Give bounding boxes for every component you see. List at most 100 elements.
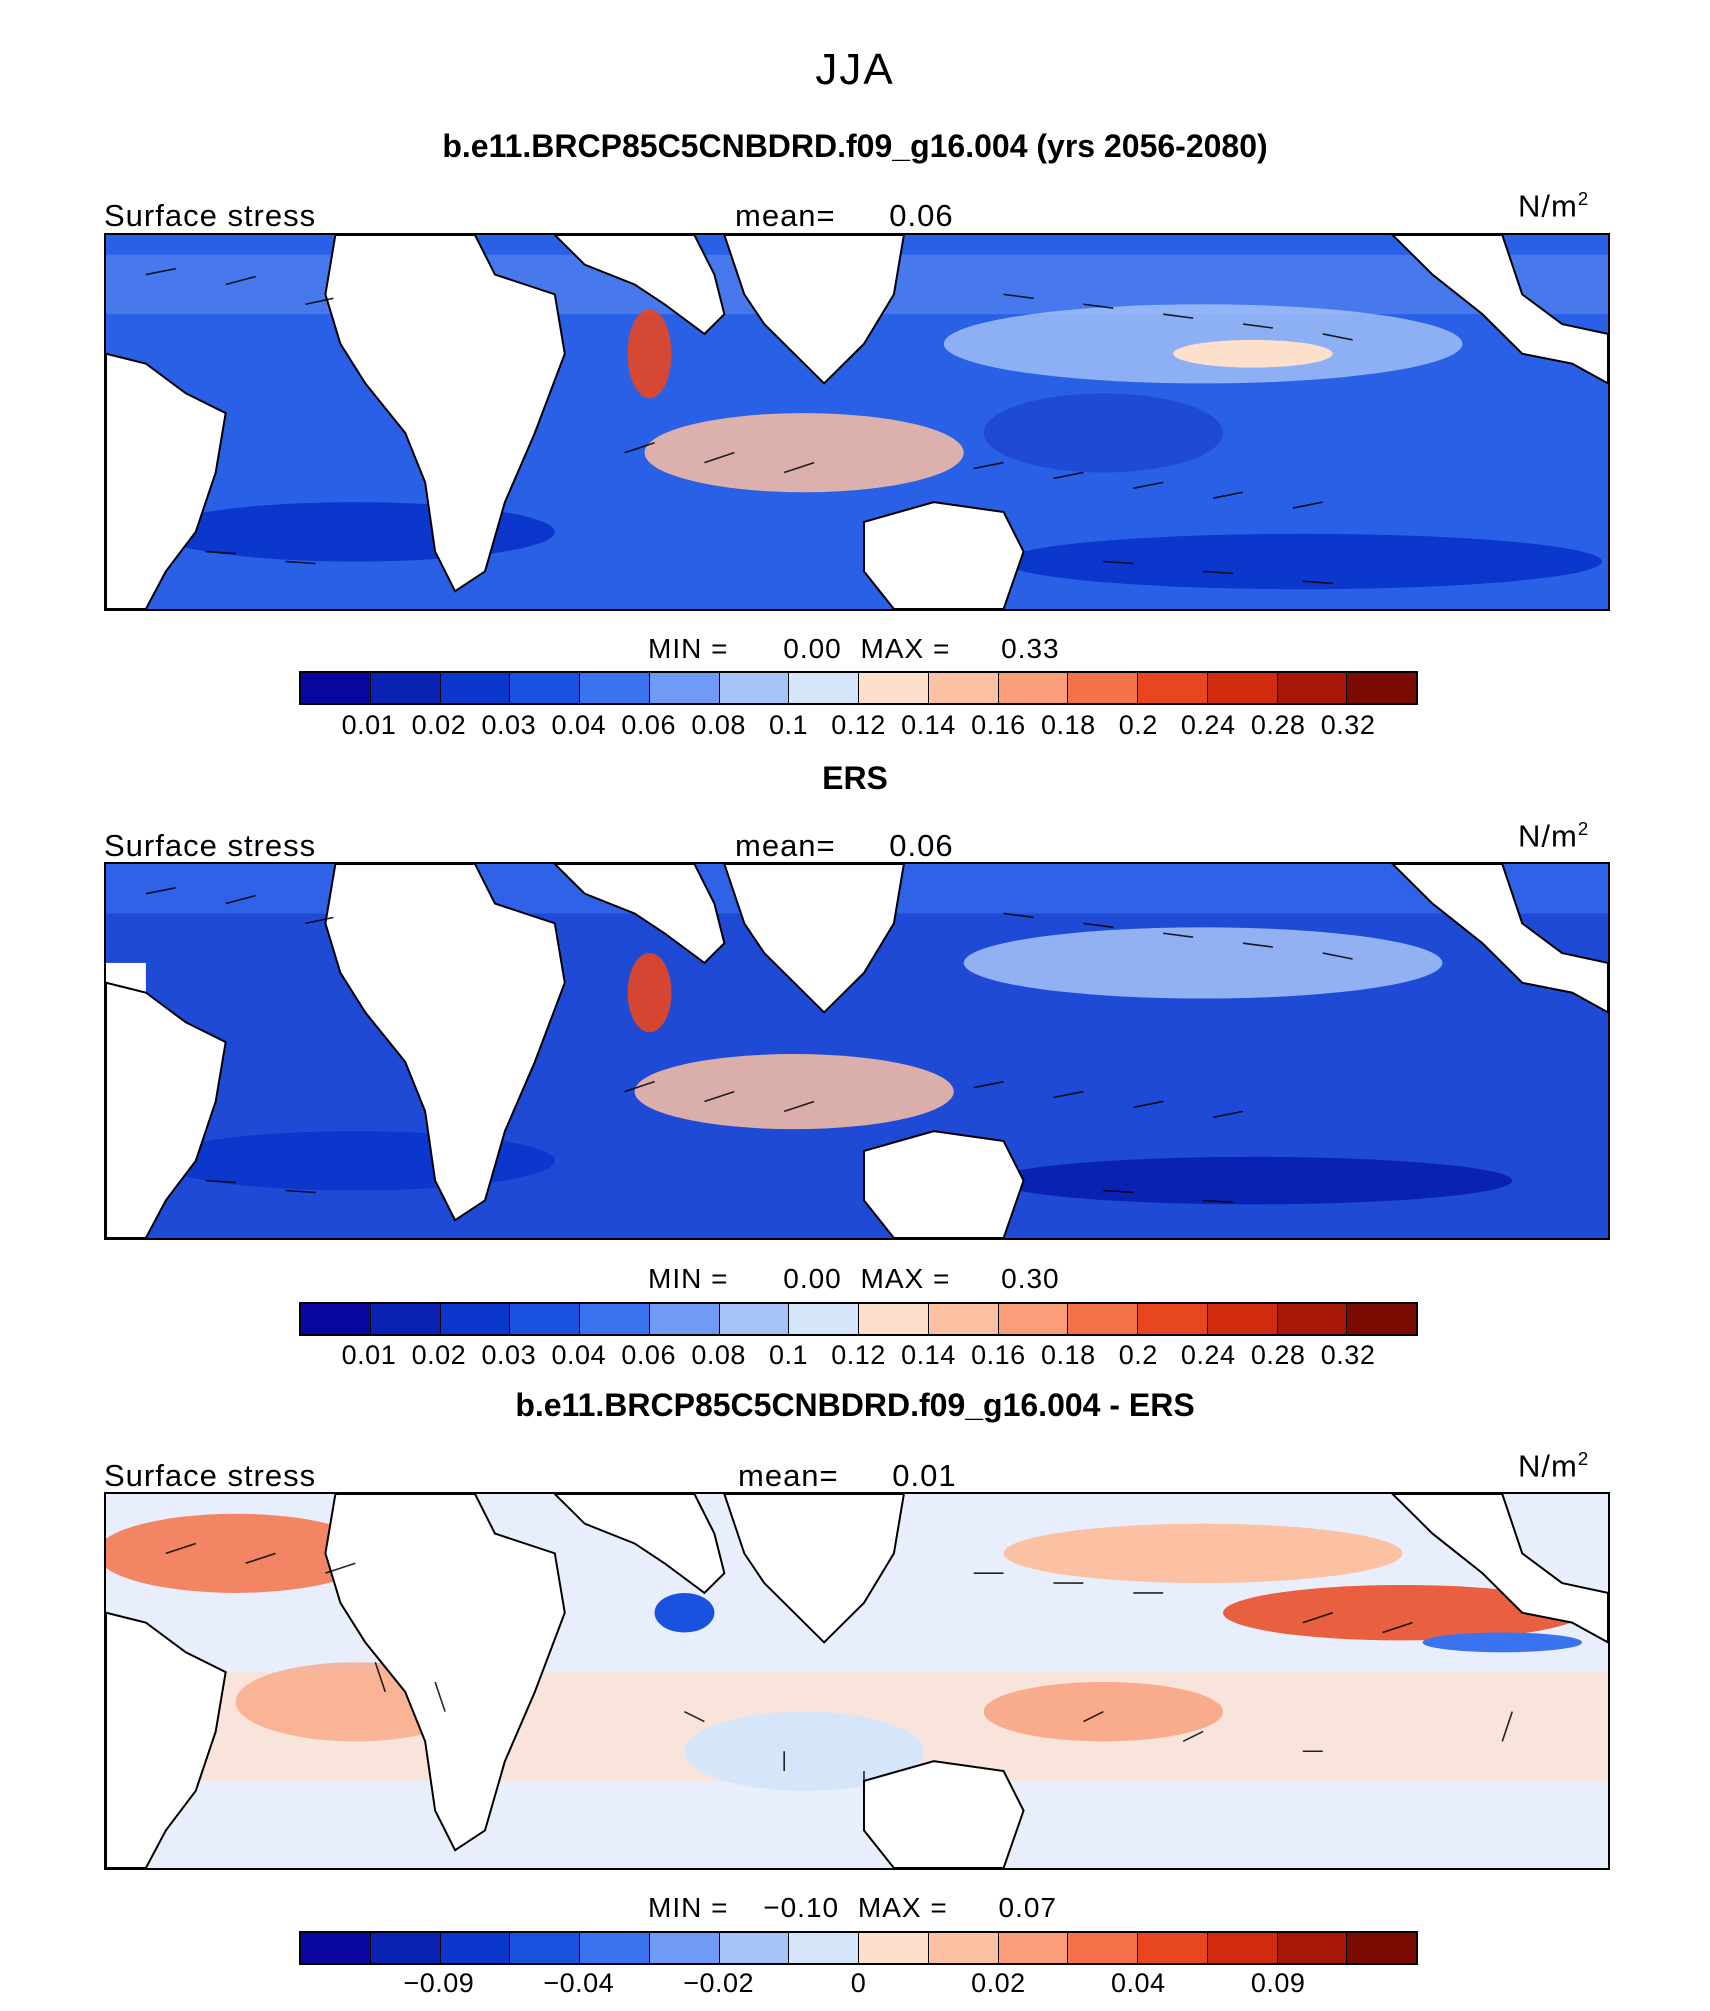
- ocean-zone: [644, 413, 964, 493]
- ocean-zone: [963, 927, 1443, 999]
- colorbar-tick-label: 0.32: [1320, 710, 1376, 740]
- colorbar-ticks: −0.09 −0.04 −0.02 0 0.02 0.04 0.09: [299, 1968, 1418, 2000]
- mean-value: 0.06: [889, 198, 954, 233]
- max-value: 0.33: [1001, 633, 1060, 664]
- mean-label: mean= 0.01: [738, 1458, 957, 1494]
- colorbar-tick-label: 0.02: [411, 1340, 467, 1370]
- mean-label: mean= 0.06: [735, 198, 954, 234]
- map-plot: [104, 233, 1610, 611]
- colorbar-swatch: [580, 1933, 650, 1963]
- mean-label-text: mean=: [738, 1458, 839, 1493]
- colorbar-swatch: [1068, 1933, 1138, 1963]
- colorbar-tick-label: 0.06: [621, 1340, 676, 1370]
- ocean-zone: [1003, 1523, 1403, 1584]
- colorbar-tick-label: 0.14: [901, 710, 956, 740]
- max-label: MAX =: [857, 1892, 948, 1923]
- colorbar-swatch: [789, 1933, 859, 1963]
- colorbar-swatch: [440, 1933, 511, 1963]
- colorbar-tick-label: 0.12: [831, 1340, 886, 1370]
- colorbar-swatch: [1138, 673, 1208, 703]
- land-south-america: [106, 352, 227, 609]
- land-north-america: [1391, 1494, 1608, 1644]
- land-africa: [324, 1494, 566, 1852]
- colorbar-swatch: [1068, 673, 1138, 703]
- stress-vectors: [165, 1542, 1514, 1791]
- units-sup: 2: [1577, 1448, 1590, 1469]
- units-label: N/m2: [1518, 1448, 1589, 1484]
- colorbar-tick-label: 0.06: [621, 710, 676, 740]
- colorbar-tick-label: 0.28: [1250, 710, 1306, 740]
- colorbar-tick-label: 0.09: [1250, 1968, 1306, 1998]
- colorbar-tick-label: 0.18: [1041, 710, 1096, 740]
- colorbar: [299, 1302, 1418, 1336]
- colorbar-tick-label: 0: [850, 1968, 867, 1998]
- field-label: Surface stress: [104, 198, 317, 233]
- land-australia: [862, 1760, 1025, 1868]
- colorbar-tick-label: 0.02: [971, 1968, 1026, 1998]
- units-sup: 2: [1577, 818, 1590, 839]
- land-arabia: [553, 1494, 726, 1595]
- colorbar-tick-label: 0.08: [691, 1340, 746, 1370]
- colorbar-swatch: [1347, 1933, 1416, 1963]
- vector-set: [145, 267, 1353, 585]
- map-svg: [106, 864, 1608, 1238]
- min-label: MIN =: [648, 1892, 729, 1923]
- ocean-zone: [1003, 533, 1603, 590]
- mean-label-text: mean=: [735, 198, 836, 233]
- ocean-zone: [1223, 1585, 1583, 1641]
- colorbar-swatch: [719, 1933, 790, 1963]
- colorbar-swatch: [1277, 673, 1348, 703]
- colorbar-swatch: [370, 1933, 441, 1963]
- min-label: MIN =: [648, 1263, 729, 1294]
- colorbar: [299, 1931, 1418, 1965]
- colorbar-tick-label: 0.24: [1180, 710, 1236, 740]
- colorbar-tick-label: −0.04: [543, 1968, 615, 1998]
- colorbar-swatch: [789, 673, 859, 703]
- colorbar-tick-label: 0.14: [901, 1340, 956, 1370]
- colorbar-swatch: [719, 673, 790, 703]
- land-north-america: [1391, 235, 1608, 385]
- land-asia: [723, 235, 905, 385]
- colorbar-tick-label: 0.32: [1320, 1340, 1376, 1370]
- panel-title: b.e11.BRCP85C5CNBDRD.f09_g16.004 (yrs 20…: [442, 128, 1268, 164]
- min-label: MIN =: [648, 633, 729, 664]
- ocean-zone: [106, 1513, 376, 1593]
- colorbar-swatch: [301, 673, 371, 703]
- map-plot: [104, 862, 1610, 1240]
- colorbar-swatch: [998, 673, 1069, 703]
- colorbar-swatch: [510, 673, 580, 703]
- field-label: Surface stress: [104, 1458, 317, 1493]
- ocean-zone: [1422, 1632, 1583, 1653]
- colorbar-tick-label: 0.04: [1110, 1968, 1166, 1998]
- colorbar-tick-label: 0.28: [1250, 1340, 1306, 1370]
- colorbar-swatch: [998, 1933, 1069, 1963]
- colorbar-swatch: [440, 673, 511, 703]
- ocean-zone: [1173, 339, 1333, 368]
- units-text: N/m: [1518, 188, 1578, 224]
- land-africa: [324, 235, 566, 593]
- vector-set: [165, 1542, 1514, 1791]
- units-text: N/m: [1518, 1448, 1578, 1484]
- colorbar-swatch: [859, 1304, 929, 1334]
- land-australia: [862, 1130, 1025, 1238]
- units-label: N/m2: [1518, 818, 1589, 854]
- colorbar-swatch: [928, 1304, 999, 1334]
- colorbar-swatch: [580, 1304, 650, 1334]
- colorbar-swatch: [1138, 1933, 1208, 1963]
- colorbar-swatch: [1207, 673, 1278, 703]
- colorbar-tick-label: 0.03: [481, 1340, 537, 1370]
- colorbar-swatch: [301, 1933, 371, 1963]
- panel-title: ERS: [822, 760, 888, 796]
- min-max-readout: MIN = 0.00 MAX = 0.33: [648, 633, 1060, 665]
- land-arabia: [553, 235, 726, 336]
- min-max-readout: MIN = −0.10 MAX = 0.07: [648, 1892, 1057, 1924]
- colorbar-swatch: [1347, 1304, 1416, 1334]
- colorbar-swatch: [1277, 1933, 1348, 1963]
- colorbar-tick-label: 0.08: [691, 710, 746, 740]
- colorbar-tick-label: 0.24: [1180, 1340, 1236, 1370]
- min-value: 0.00: [783, 633, 842, 664]
- colorbar-tick-label: 0.2: [1118, 1340, 1158, 1370]
- colorbar-swatch: [649, 1304, 720, 1334]
- min-value: 0.00: [783, 1263, 842, 1294]
- colorbar-ticks: 0.01 0.02 0.03 0.04 0.06 0.08 0.1 0.12 0.14 0.16 0…: [299, 710, 1418, 742]
